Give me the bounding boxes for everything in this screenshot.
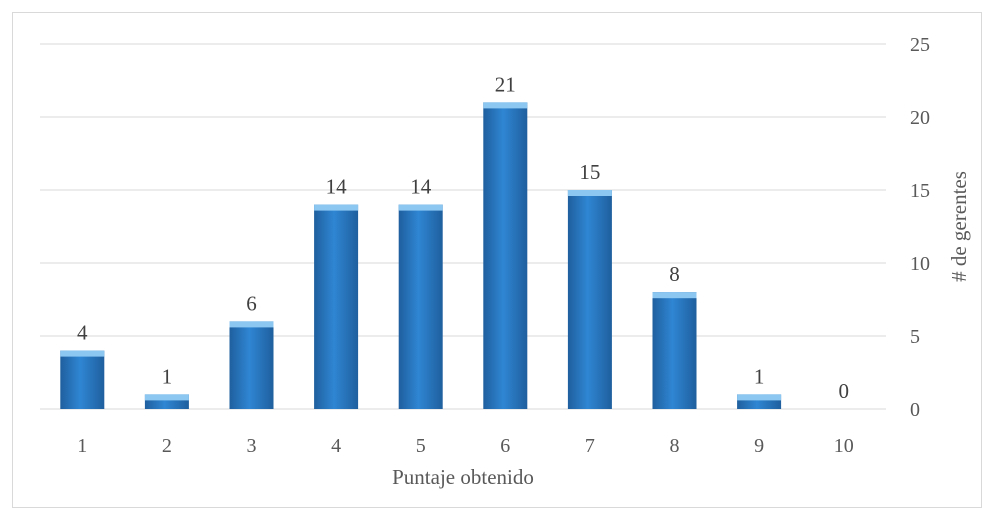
x-tick-label: 4 bbox=[331, 435, 341, 457]
data-label: 1 bbox=[162, 364, 173, 388]
x-tick-label: 2 bbox=[162, 435, 172, 457]
x-tick-label: 6 bbox=[500, 435, 510, 457]
y-tick-label: 25 bbox=[910, 34, 930, 56]
bar-body bbox=[398, 204, 443, 409]
y-tick-label: 0 bbox=[910, 399, 920, 421]
bar-cap bbox=[60, 350, 105, 357]
data-label: 0 bbox=[838, 379, 849, 403]
bar bbox=[737, 394, 782, 409]
x-tick-label: 3 bbox=[247, 435, 257, 457]
bar bbox=[652, 292, 697, 409]
y-axis-title: # de gerentes bbox=[947, 171, 971, 282]
bar bbox=[144, 394, 189, 409]
x-tick-label: 1 bbox=[77, 435, 87, 457]
bar-body bbox=[314, 204, 359, 409]
y-tick-label: 20 bbox=[910, 107, 930, 129]
bar-cap bbox=[652, 292, 697, 299]
data-label: 14 bbox=[410, 175, 432, 199]
data-label: 8 bbox=[669, 262, 680, 286]
bar-cap bbox=[483, 102, 528, 109]
data-label: 14 bbox=[326, 175, 348, 199]
y-tick-label: 15 bbox=[910, 180, 930, 202]
data-labels: 4 1 6 14 14 21 15 8 1 0 bbox=[77, 72, 849, 403]
bar-body bbox=[229, 321, 274, 409]
bar-cap bbox=[229, 321, 274, 328]
x-tick-label: 10 bbox=[834, 435, 854, 457]
x-tick-label: 8 bbox=[670, 435, 680, 457]
bar bbox=[229, 321, 274, 409]
bar-cap bbox=[567, 190, 612, 196]
bar-body bbox=[483, 102, 528, 410]
bar-body bbox=[60, 350, 105, 409]
x-axis-ticks: 1 2 3 4 5 6 7 8 9 10 bbox=[77, 435, 853, 457]
data-label: 4 bbox=[77, 321, 88, 345]
x-axis-title: Puntaje obtenido bbox=[392, 465, 534, 489]
data-label: 21 bbox=[495, 72, 516, 96]
bar-cap bbox=[737, 394, 782, 401]
bars bbox=[60, 102, 782, 410]
data-label: 15 bbox=[579, 160, 600, 184]
x-tick-label: 7 bbox=[585, 435, 595, 457]
bar-body bbox=[567, 190, 612, 409]
bar bbox=[398, 204, 443, 409]
y-axis-ticks: 0 5 10 15 20 25 bbox=[910, 34, 930, 421]
y-tick-label: 5 bbox=[910, 326, 920, 348]
bar bbox=[314, 204, 359, 409]
bar-body bbox=[652, 292, 697, 409]
data-label: 6 bbox=[246, 291, 257, 315]
bar bbox=[567, 190, 612, 409]
bar-cap bbox=[398, 204, 443, 211]
data-label: 1 bbox=[754, 364, 765, 388]
gridlines bbox=[40, 43, 886, 410]
bar bbox=[483, 102, 528, 410]
bar-cap bbox=[314, 204, 359, 211]
y-tick-label: 10 bbox=[910, 253, 930, 275]
x-tick-label: 9 bbox=[754, 435, 764, 457]
x-tick-label: 5 bbox=[416, 435, 426, 457]
bar bbox=[60, 350, 105, 409]
bar-cap bbox=[144, 394, 189, 401]
